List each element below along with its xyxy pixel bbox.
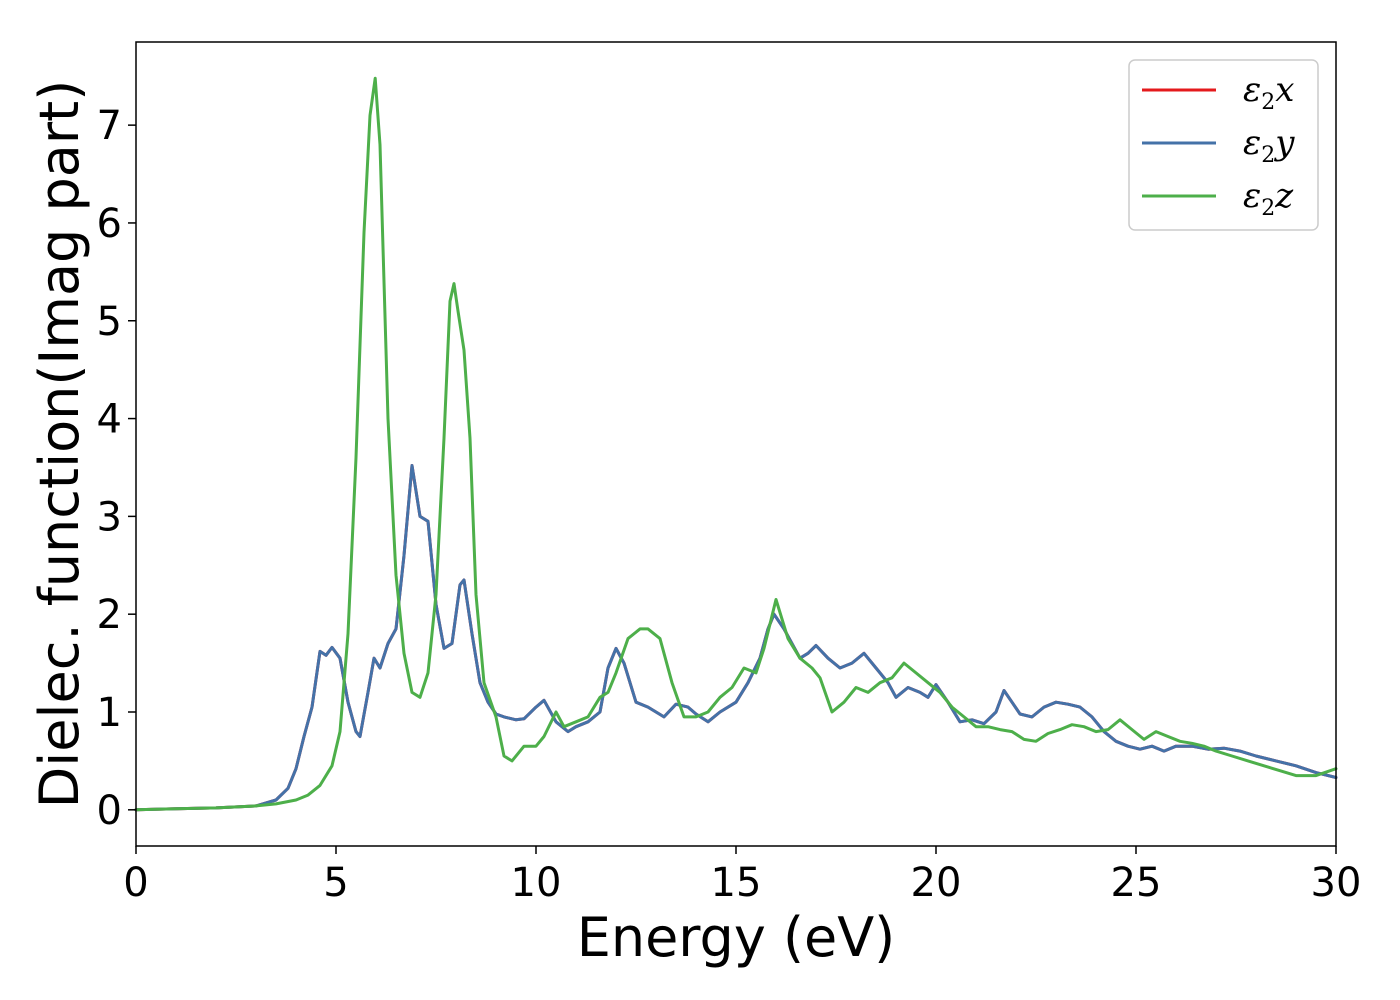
legend: ε2x ε2y ε2z bbox=[1128, 59, 1319, 231]
y-tick-label: 3 bbox=[97, 494, 122, 540]
legend-label-x: ε2x bbox=[1243, 70, 1294, 115]
y-tick-label: 7 bbox=[97, 103, 122, 149]
legend-box bbox=[1128, 59, 1319, 231]
y-axis-label: Dielec. function(Imag part) bbox=[28, 80, 91, 809]
series-layer bbox=[134, 76, 1338, 812]
y-tick-label: 5 bbox=[97, 299, 122, 345]
y-tick-label: 6 bbox=[97, 201, 122, 247]
y-axis-ticks: 0 1 2 3 4 5 6 7 bbox=[97, 103, 136, 834]
x-tick-label: 25 bbox=[1111, 860, 1162, 906]
y-tick-label: 1 bbox=[97, 690, 122, 736]
x-tick-label: 20 bbox=[911, 860, 962, 906]
x-tick-label: 15 bbox=[711, 860, 762, 906]
y-tick-label: 0 bbox=[97, 788, 122, 834]
x-axis-label: Energy (eV) bbox=[577, 906, 896, 969]
x-tick-label: 30 bbox=[1311, 860, 1362, 906]
x-tick-label: 10 bbox=[511, 860, 562, 906]
series-line-y bbox=[134, 464, 1338, 812]
series-line-z bbox=[134, 76, 1338, 812]
y-tick-label: 2 bbox=[97, 592, 122, 638]
legend-label-y: ε2y bbox=[1243, 123, 1295, 168]
x-axis-ticks: 0 5 10 15 20 25 30 bbox=[123, 846, 1361, 906]
x-tick-label: 5 bbox=[323, 860, 348, 906]
y-tick-label: 4 bbox=[97, 397, 122, 443]
legend-label-z: ε2z bbox=[1243, 176, 1294, 221]
x-tick-label: 0 bbox=[123, 860, 148, 906]
